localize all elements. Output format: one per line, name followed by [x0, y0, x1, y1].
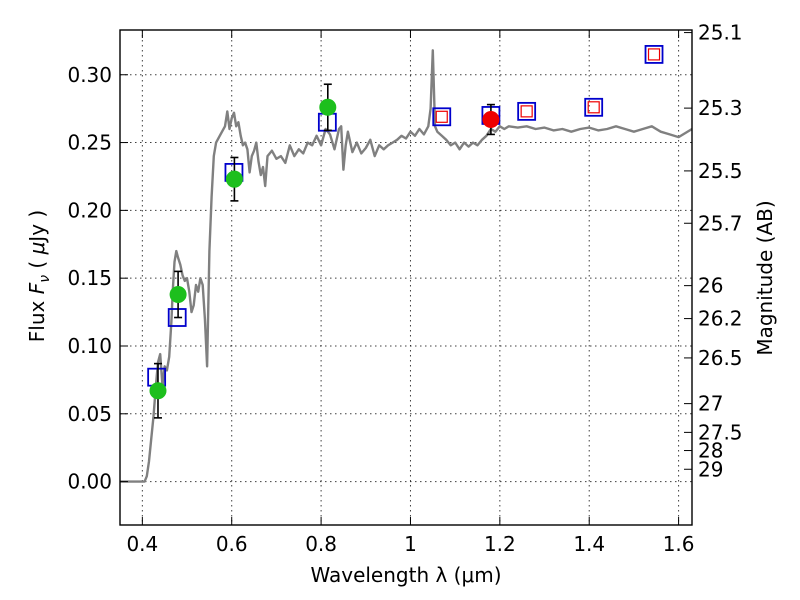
y-label-unit: ( [25, 254, 49, 275]
magnitude-tick-label: 25.1 [698, 21, 743, 45]
y-label-nu: ν [37, 275, 53, 283]
upper-limit-square [520, 105, 533, 118]
y-tick-label: 0.30 [67, 63, 112, 87]
y-tick-label: 0.15 [67, 266, 112, 290]
y-tick-label: 0.20 [67, 198, 112, 222]
markers-layer [147, 45, 664, 419]
y-label-fnu: F [25, 282, 49, 294]
y-tick-label: 0.10 [67, 334, 112, 358]
model-square [517, 101, 537, 121]
magnitude-tick-label: 28 [698, 439, 723, 463]
upper-limit-square [587, 101, 600, 114]
x-tick-label: 1 [404, 532, 417, 556]
magnitude-tick-label: 26 [698, 274, 723, 298]
model-square [644, 45, 664, 64]
magnitude-tick-label: 29 [698, 457, 723, 481]
x-axis-label: Wavelength λ (μm) [310, 563, 501, 587]
upper-limit-square [435, 110, 448, 123]
x-tick-label: 0.8 [305, 532, 337, 556]
model-square [584, 97, 604, 117]
magnitude-tick-label: 26.5 [698, 346, 743, 370]
magnitude-tick-label: 26.2 [698, 307, 743, 331]
upper-limit-square [647, 48, 661, 61]
plot-frame [119, 29, 693, 526]
y-label-mu: μ [25, 242, 49, 256]
y-label-jy: Jy ) [25, 210, 49, 244]
green-data-point [149, 382, 167, 400]
y-axis-label: Flux Fν ( μJy ) [25, 210, 53, 342]
y-label-flux: Flux [25, 294, 49, 342]
spectrum-layer [120, 49, 693, 483]
grid [120, 30, 692, 525]
tick-layer: 0.4 0.6 0.8 1 1.2 1.4 1.6 0.00 0.05 0.10 0.15 0.20 0… [67, 21, 742, 556]
y-tick-label: 0.00 [67, 470, 112, 494]
x-tick-label: 1.6 [663, 532, 695, 556]
x-tick-label: 1.4 [573, 532, 605, 556]
green-data-point [319, 98, 337, 116]
x-tick-label: 0.6 [216, 532, 248, 556]
y-tick-label: 0.25 [67, 131, 112, 155]
magnitude-tick-label: 27.5 [698, 420, 743, 444]
green-data-point [169, 285, 187, 303]
y-tick-label: 0.05 [67, 402, 112, 426]
spectrum-line [120, 49, 693, 483]
magnitude-tick-label: 25.3 [698, 96, 743, 120]
y2-axis-label: Magnitude (AB) [753, 200, 777, 355]
x-tick-label: 0.4 [126, 532, 158, 556]
x-tick-label: 1.2 [484, 532, 516, 556]
red-data-point [482, 111, 500, 129]
magnitude-tick-label: 27 [698, 392, 723, 416]
model-square [167, 308, 187, 327]
magnitude-tick-label: 25.5 [698, 159, 743, 183]
model-square [432, 107, 452, 127]
green-data-point [225, 170, 243, 188]
magnitude-tick-label: 25.7 [698, 211, 743, 235]
